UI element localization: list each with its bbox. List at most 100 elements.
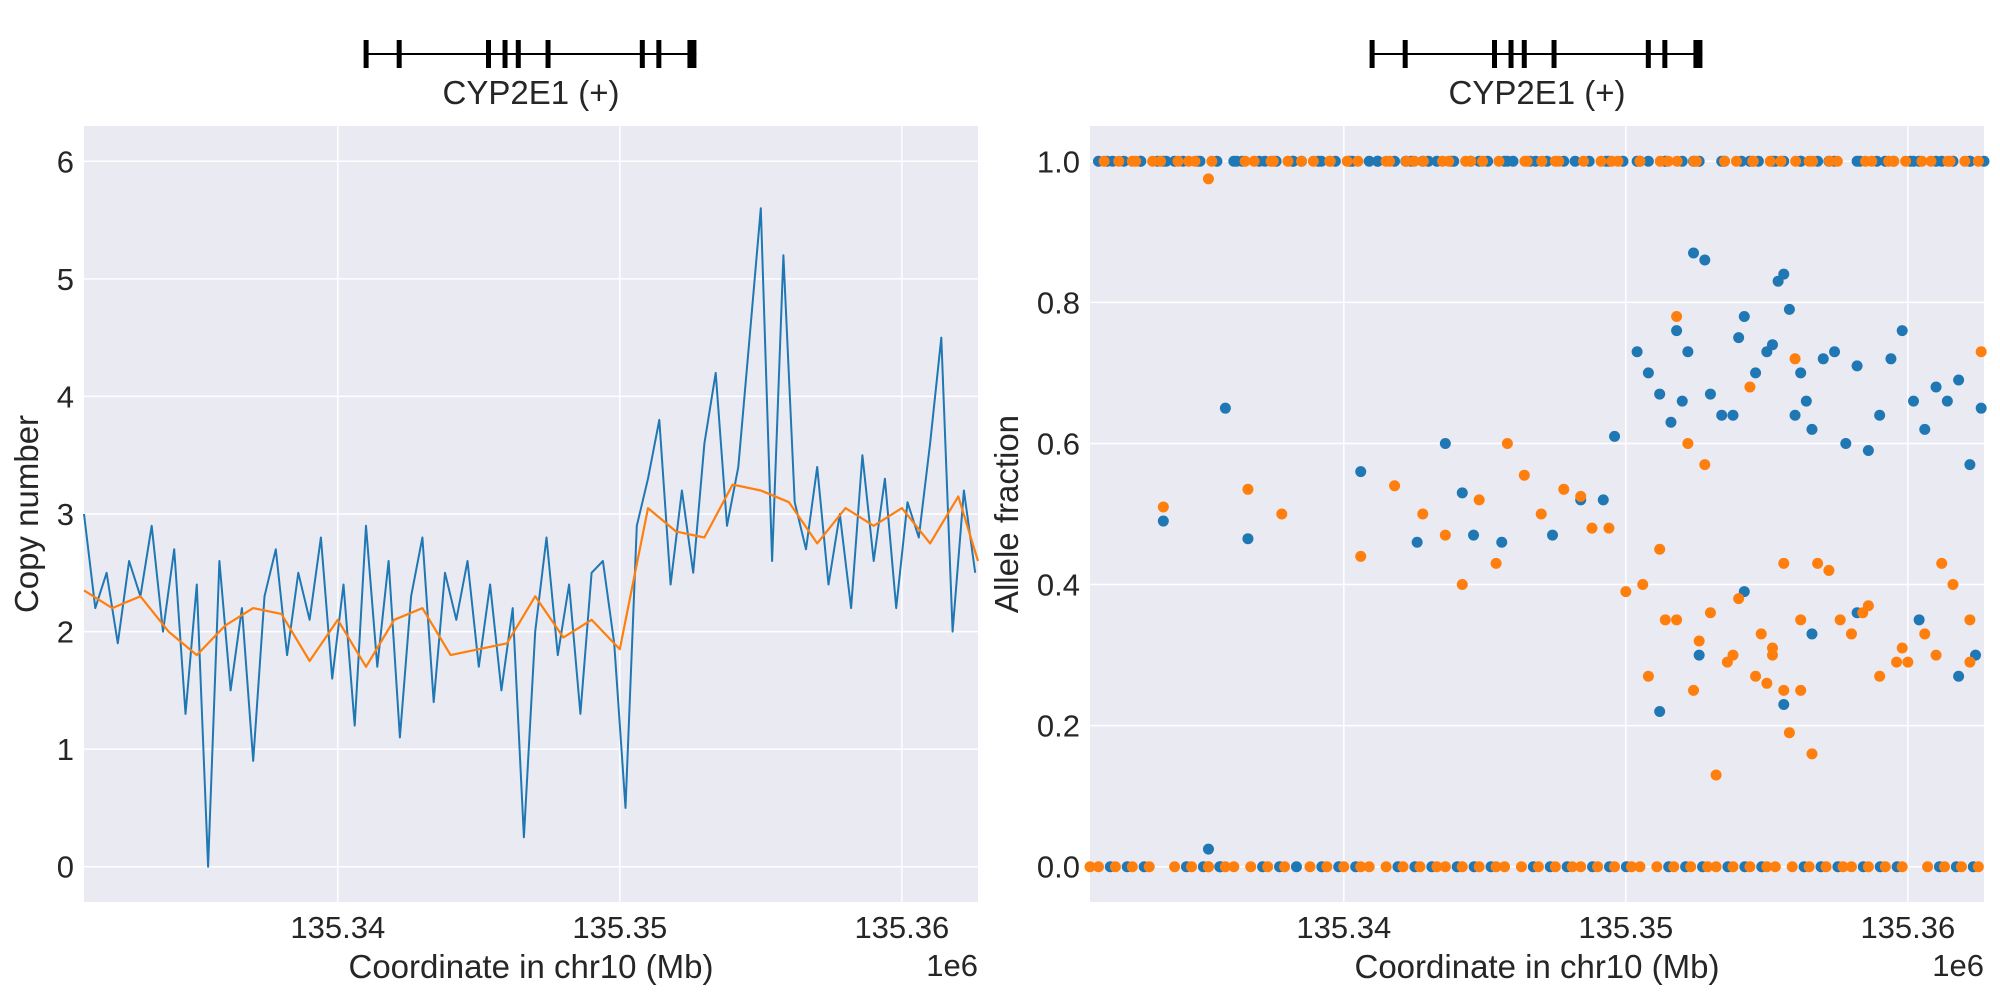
allele-point-orange [1755,628,1767,640]
allele-point-orange [1380,861,1392,873]
allele-point-blue [1699,254,1711,266]
allele-point-blue [1919,423,1931,435]
allele-point-orange [1857,607,1869,619]
allele-point-orange [1578,155,1590,167]
allele-point-orange [1460,155,1472,167]
allele-point-orange [1642,670,1654,682]
allele-point-orange [1501,437,1513,449]
allele-point-blue [1682,346,1694,358]
allele-point-orange [1084,861,1096,873]
allele-point-orange [1789,353,1801,365]
x-axis-label-right: Coordinate in chr10 (Mb) [1355,948,1720,985]
allele-point-orange [1532,861,1544,873]
allele-point-orange [1972,861,1984,873]
allele-point-blue [1355,466,1367,478]
gene-exon [656,40,662,68]
allele-point-orange [1823,564,1835,576]
allele-point-orange [1092,861,1104,873]
x-tick-label: 135.35 [572,910,667,945]
allele-point-orange [1473,494,1485,506]
allele-point-blue [1913,614,1925,626]
allele-point-blue [1468,529,1480,541]
allele-point-orange [1499,861,1511,873]
x-axis-label-left: Coordinate in chr10 (Mb) [349,948,714,985]
y-tick-label: 0.4 [1037,568,1080,603]
allele-point-orange [1806,748,1818,760]
allele-point-orange [1744,861,1756,873]
allele-point-orange [1304,861,1316,873]
allele-point-orange [1955,861,1967,873]
allele-point-orange [1764,155,1776,167]
allele-point-orange [1242,483,1254,495]
allele-point-orange [1417,155,1429,167]
allele-point-orange [1845,628,1857,640]
x-tick-label: 135.35 [1578,910,1673,945]
allele-point-orange [1417,508,1429,520]
allele-point-orange [1975,346,1987,358]
allele-point-orange [1775,155,1787,167]
allele-point-orange [1439,529,1451,541]
allele-point-blue [1778,698,1790,710]
allele-point-blue [1569,155,1581,167]
allele-point-orange [1296,155,1308,167]
allele-point-orange [1363,861,1375,873]
allele-point-blue [1840,437,1852,449]
allele-point-orange [1783,727,1795,739]
gene-exon [545,40,551,68]
allele-point-orange [1659,614,1671,626]
allele-point-blue [1885,353,1897,365]
x-tick-label: 135.34 [1296,910,1391,945]
allele-point-orange [1807,155,1819,167]
allele-point-orange [1862,861,1874,873]
allele-point-orange [1688,684,1700,696]
allele-point-orange [1282,155,1294,167]
allele-point-orange [1891,656,1903,668]
allele-point-orange [1668,861,1680,873]
allele-point-orange [1730,155,1742,167]
allele-point-orange [1098,155,1110,167]
allele-point-blue [1727,409,1739,421]
gene-track-left: CYP2E1 (+) [363,40,697,111]
allele-point-blue [1363,155,1375,167]
allele-point-orange [1473,861,1485,873]
y-tick-label: 5 [57,262,74,297]
gene-exon [1551,40,1557,68]
allele-point-orange [1612,155,1624,167]
x-offset-text-right: 1e6 [1932,948,1984,983]
allele-point-blue [1829,346,1841,358]
allele-point-blue [1738,310,1750,322]
allele-point-orange [1620,586,1632,598]
allele-point-orange [1702,861,1714,873]
allele-point-orange [1972,155,1984,167]
gene-exon [1369,40,1375,68]
allele-point-orange [1634,155,1646,167]
allele-point-orange [1803,861,1815,873]
allele-point-blue [1631,346,1643,358]
y-tick-label: 0 [57,850,74,885]
allele-point-orange [1169,861,1181,873]
allele-point-orange [1769,861,1781,873]
allele-point-orange [1900,155,1912,167]
allele-point-orange [1959,155,1971,167]
allele-point-blue [1806,423,1818,435]
y-tick-label: 0.6 [1037,426,1080,461]
allele-point-orange [1778,557,1790,569]
allele-point-orange [1490,557,1502,569]
allele-point-orange [1414,861,1426,873]
allele-point-orange [1553,155,1565,167]
allele-point-orange [1456,579,1468,591]
allele-point-blue [1874,409,1886,421]
allele-point-blue [1372,155,1384,167]
allele-point-blue [1547,529,1559,541]
allele-point-orange [1634,861,1646,873]
allele-point-orange [1879,861,1891,873]
y-axis-label-left: Copy number [8,415,45,613]
allele-point-orange [1276,508,1288,520]
allele-point-blue [1817,353,1829,365]
allele-point-orange [1823,155,1835,167]
allele-point-orange [1389,480,1401,492]
gene-exon [1645,40,1651,68]
allele-point-orange [1248,155,1260,167]
allele-point-orange [1685,861,1697,873]
gene-exon [639,40,645,68]
